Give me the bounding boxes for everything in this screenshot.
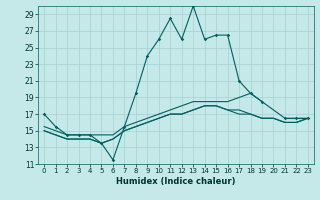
X-axis label: Humidex (Indice chaleur): Humidex (Indice chaleur): [116, 177, 236, 186]
